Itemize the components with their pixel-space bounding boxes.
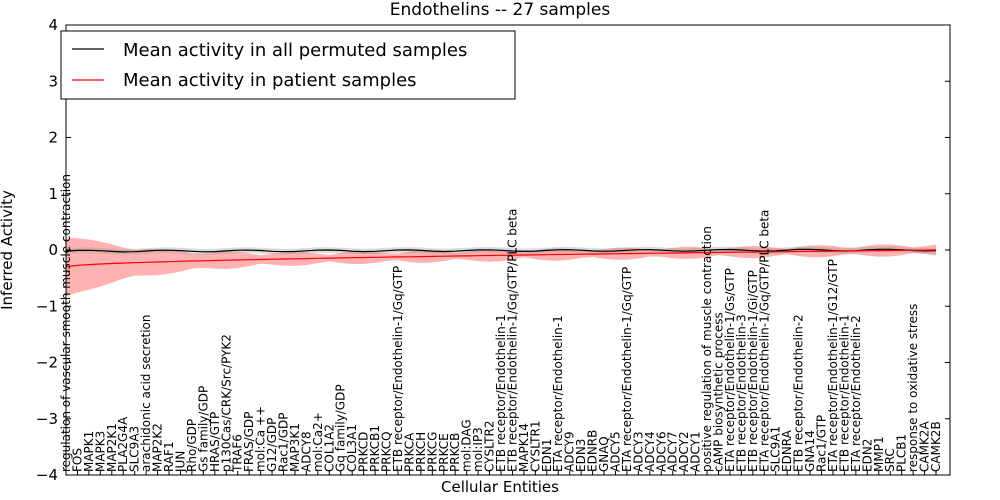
x-tick-label: ADCY9 — [563, 431, 577, 472]
x-tick-label: ADCY4 — [643, 431, 657, 472]
x-tick-label: FOS — [70, 448, 84, 472]
x-tick-label: PRKCH — [414, 432, 428, 472]
y-tick-label: −4 — [36, 466, 58, 484]
x-tick-label: PRKCD — [357, 432, 371, 472]
y-tick-label: 3 — [48, 72, 58, 90]
x-tick-labels: regulation of vascular smooth muscle con… — [59, 174, 943, 475]
y-axis: 4 3 2 1 0 −1 −2 −3 −4 — [36, 16, 950, 484]
y-tick-label: 4 — [48, 16, 58, 34]
x-tick-label: positive regulation of muscle contractio… — [700, 226, 714, 472]
legend: Mean activity in all permuted samples Me… — [60, 30, 516, 100]
x-tick-label: ETA receptor/Endothelin-1/Gq/GTP/PLC bet… — [757, 210, 771, 472]
x-tick-label: JUN — [174, 451, 188, 473]
x-tick-label: MAP3K1 — [288, 423, 302, 472]
x-tick-label: response to oxidative stress — [906, 304, 920, 472]
x-tick-label: arachidonic acid secretion — [139, 315, 153, 472]
x-tick-label: mol:IP3 — [471, 427, 485, 472]
y-tick-label: −2 — [36, 354, 58, 372]
series-line-patient — [65, 249, 937, 268]
x-tick-label: EDNRB — [586, 430, 600, 472]
y-tick-label: −1 — [36, 297, 58, 315]
x-tick-label: RAF1 — [162, 441, 176, 472]
legend-label-permuted: Mean activity in all permuted samples — [123, 40, 467, 61]
legend-label-patient: Mean activity in patient samples — [123, 70, 417, 91]
x-tick-label: TRAF6 — [231, 434, 245, 473]
x-tick-label: ADCY7 — [666, 431, 680, 472]
x-tick-label: ETA receptor/Endothelin-1/Gq/GTP — [620, 267, 634, 472]
x-tick-label: PRKCA — [402, 432, 416, 472]
x-tick-label: cAMP biosynthetic process — [712, 312, 726, 472]
x-tick-label: ETB receptor/Endothelin-1/Gq/GTP/PLC bet… — [505, 209, 519, 472]
x-tick-label: ADCY1 — [689, 431, 703, 472]
x-tick-label: G12/GDP — [265, 418, 279, 472]
x-tick-label: Rac1/GTP — [815, 415, 829, 472]
x-tick-label: CYSLTR2 — [483, 421, 497, 472]
x-tick-label: p130Cas/CRK/Src/PYK2 — [219, 334, 233, 472]
y-tick-label: 2 — [48, 129, 58, 147]
x-tick-label: PLA2G4A — [116, 416, 130, 472]
x-tick-label: ETA receptor/Endothelin-1/Gs/GTP — [723, 268, 737, 472]
x-tick-label: ETB receptor/Endothelin-1/Gq/GTP — [391, 266, 405, 472]
x-tick-label: EDN2 — [860, 439, 874, 472]
x-tick-label: CAMK2A — [918, 421, 932, 472]
x-tick-label: Rho/GDP — [185, 419, 199, 472]
x-tick-label: EDN3 — [574, 439, 588, 472]
x-tick-label: ADCY2 — [677, 431, 691, 472]
x-tick-label: SLC9A1 — [769, 426, 783, 472]
x-tick-label: ETB receptor/Endothelin-1 — [837, 314, 851, 472]
x-tick-label: ADCY8 — [299, 431, 313, 472]
series-line-permuted — [65, 248, 937, 253]
x-tick-label: mol:DAG — [460, 419, 474, 472]
x-tick-label: PRKCG — [425, 432, 439, 472]
x-tick-label: ETB receptor/Endothelin-3 — [734, 314, 748, 472]
x-tick-label: GNA14 — [803, 430, 817, 472]
x-tick-label: MAPK1 — [82, 431, 96, 472]
x-tick-label: FRAS/GDP — [242, 412, 256, 472]
y-axis-label: Inferred Activity — [0, 190, 16, 310]
plot-area — [65, 237, 937, 297]
x-tick-label: PRKCQ — [380, 431, 394, 472]
x-tick-label: ETB receptor/Endothelin-1/Gi/GTP — [746, 270, 760, 472]
x-tick-label: Rac1/GDP — [277, 413, 291, 472]
x-tick-label: ETA receptor/Endothelin-2 — [849, 315, 863, 472]
x-tick-label: CAMK2B — [929, 421, 943, 472]
x-tick-label: ETB receptor/Endothelin-2 — [792, 314, 806, 472]
x-tick-label: ETA receptor/Endothelin-1/G12/GTP — [826, 259, 840, 472]
chart-title: Endothelins -- 27 samples — [390, 0, 611, 20]
x-tick-label: Gq family/GDP — [334, 384, 348, 472]
x-tick-label: MAPK14 — [517, 423, 531, 472]
x-tick-label: MAP2K2 — [151, 423, 165, 472]
x-tick-label: Gs family/GDP — [196, 386, 210, 472]
x-tick-label: ADCY5 — [609, 431, 623, 472]
x-tick-label: ETB receptor/Endothelin-1 — [494, 314, 508, 472]
x-tick-label: PRKCB1 — [368, 425, 382, 472]
x-tick-label: EDNRA — [780, 429, 794, 472]
x-tick-label: PRKCB — [448, 433, 462, 472]
legend-box — [60, 30, 516, 100]
y-tick-label: −3 — [36, 410, 58, 428]
x-tick-label: MMP1 — [872, 436, 886, 472]
y-tick-label: 0 — [48, 241, 58, 259]
x-tick-label: mol:Ca2+ — [311, 412, 325, 472]
x-tick-label: COL1A2 — [322, 424, 336, 472]
x-axis-label: Cellular Entities — [441, 478, 559, 496]
x-tick-label: ADCY6 — [654, 431, 668, 472]
x-tick-label: SRC — [883, 448, 897, 472]
x-tick-label: EDN1 — [540, 439, 554, 472]
x-tick-label: COL3A1 — [345, 424, 359, 472]
x-tick-label: ETA receptor/Endothelin-1 — [551, 315, 565, 472]
x-tick-label: ADCY3 — [631, 431, 645, 472]
x-tick-label: MAP2K1 — [105, 423, 119, 472]
x-tick-label: PLCB1 — [895, 434, 909, 472]
x-tick-label: SLC9A3 — [128, 426, 142, 472]
x-tick-label: HRAS/GTP — [208, 412, 222, 472]
x-tick-label: PRKCE — [437, 433, 451, 472]
x-tick-label: CYSLTR1 — [528, 421, 542, 472]
x-tick-label: mol:Ca ++ — [254, 406, 268, 472]
x-tick-label: GNAQ — [597, 436, 611, 472]
x-tick-label: MAPK3 — [93, 431, 107, 472]
y-tick-label: 1 — [48, 185, 58, 203]
